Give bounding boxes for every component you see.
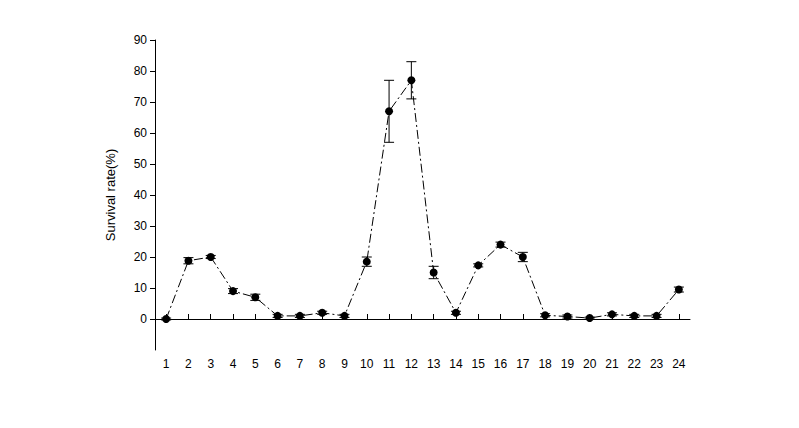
svg-text:8: 8: [319, 357, 326, 371]
svg-text:18: 18: [538, 357, 552, 371]
svg-text:30: 30: [134, 219, 148, 233]
svg-text:2: 2: [185, 357, 192, 371]
svg-text:4: 4: [230, 357, 237, 371]
svg-text:20: 20: [134, 250, 148, 264]
svg-text:20: 20: [583, 357, 597, 371]
svg-text:16: 16: [494, 357, 508, 371]
svg-text:40: 40: [134, 188, 148, 202]
svg-text:3: 3: [207, 357, 214, 371]
svg-text:6: 6: [274, 357, 281, 371]
svg-text:10: 10: [360, 357, 374, 371]
svg-text:19: 19: [561, 357, 575, 371]
svg-text:90: 90: [134, 33, 148, 47]
svg-text:13: 13: [427, 357, 441, 371]
svg-text:9: 9: [341, 357, 348, 371]
svg-text:60: 60: [134, 126, 148, 140]
svg-text:Survival rate(%): Survival rate(%): [103, 149, 118, 241]
svg-text:17: 17: [516, 357, 530, 371]
svg-text:70: 70: [134, 95, 148, 109]
svg-text:22: 22: [628, 357, 642, 371]
svg-text:5: 5: [252, 357, 259, 371]
svg-text:21: 21: [605, 357, 619, 371]
svg-text:11: 11: [383, 357, 396, 371]
svg-text:12: 12: [405, 357, 419, 371]
svg-text:0: 0: [140, 312, 147, 326]
svg-text:7: 7: [297, 357, 304, 371]
svg-text:24: 24: [672, 357, 686, 371]
svg-text:14: 14: [449, 357, 463, 371]
svg-text:50: 50: [134, 157, 148, 171]
svg-text:23: 23: [650, 357, 664, 371]
svg-text:15: 15: [472, 357, 486, 371]
svg-text:80: 80: [134, 64, 148, 78]
svg-text:10: 10: [134, 281, 148, 295]
svg-text:1: 1: [163, 357, 170, 371]
